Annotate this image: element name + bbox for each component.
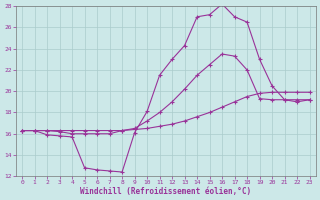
X-axis label: Windchill (Refroidissement éolien,°C): Windchill (Refroidissement éolien,°C) xyxy=(80,187,252,196)
